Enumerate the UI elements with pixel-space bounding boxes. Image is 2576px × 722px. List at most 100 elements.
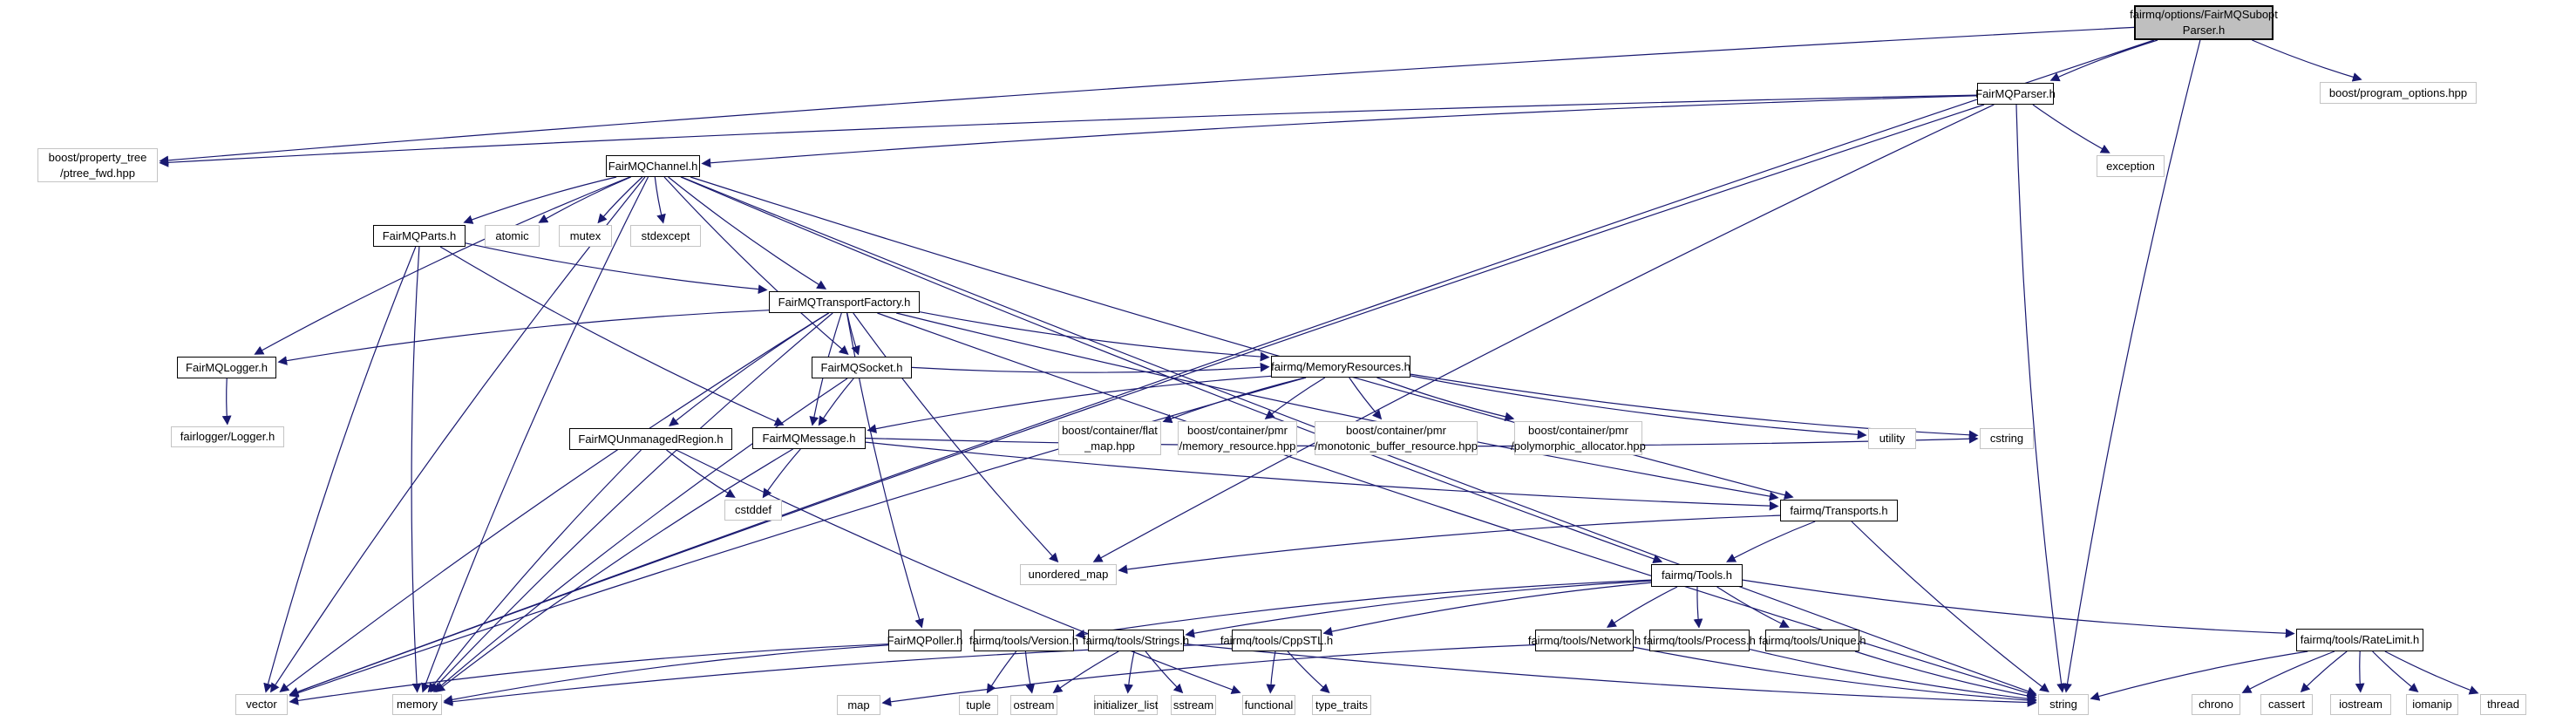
edge-unmanagedregion-to-cstddef: [666, 449, 736, 498]
edge-channel-to-vector: [270, 176, 646, 693]
edge-socket-to-memresources: [911, 362, 1270, 373]
edge-transportfactory-to-memresources: [919, 311, 1270, 362]
graph-node-initializer_list[interactable]: initializer_list: [1094, 695, 1158, 715]
graph-node-type_traits[interactable]: type_traits: [1312, 695, 1371, 715]
graph-node-mutex[interactable]: mutex: [559, 225, 612, 247]
edge-memresources-to-flat_map: [1162, 377, 1306, 424]
graph-node-iomanip[interactable]: iomanip: [2406, 694, 2458, 715]
graph-node-vector[interactable]: vector: [235, 694, 288, 715]
graph-node-unmanagedregion[interactable]: FairMQUnmanagedRegion.h: [569, 428, 732, 450]
edge-transportfactory-to-vector: [279, 312, 829, 692]
edge-tools-to-network: [1606, 586, 1678, 628]
edge-memresources-to-pmr_monotonic: [1349, 377, 1383, 420]
edge-tools-to-ratelimit: [1742, 579, 2295, 638]
edge-memresources-to-pmr_memory: [1264, 377, 1326, 419]
edge-parser-to-unordered_map: [1092, 104, 1995, 562]
edge-suboptparser-to-string: [2063, 39, 2201, 693]
edge-message-to-memory: [435, 448, 793, 692]
graph-node-cppstl[interactable]: fairmq/tools/CppSTL.h: [1220, 630, 1333, 651]
graph-node-utility[interactable]: utility: [1868, 428, 1916, 449]
edge-unmanagedregion-to-functional: [676, 449, 1241, 694]
graph-node-fairlogger[interactable]: fairlogger/Logger.h: [171, 426, 284, 447]
graph-node-flat_map[interactable]: boost/container/flat _map.hpp: [1058, 421, 1161, 455]
edge-tools-to-process: [1693, 586, 1703, 629]
graph-node-string[interactable]: string: [2038, 694, 2089, 715]
graph-node-functional[interactable]: functional: [1242, 695, 1295, 715]
edge-process-to-string: [1749, 649, 2037, 704]
graph-node-socket[interactable]: FairMQSocket.h: [812, 357, 912, 378]
edge-network-to-map: [881, 644, 1536, 707]
graph-node-exception[interactable]: exception: [2097, 155, 2165, 177]
edge-unique-to-string: [1854, 650, 2037, 701]
edge-tools-to-version: [1075, 579, 1652, 639]
graph-node-sstream[interactable]: sstream: [1171, 695, 1216, 715]
edge-channel-to-parts: [463, 176, 617, 224]
edge-transports-to-unordered_map: [1118, 514, 1781, 575]
edge-ratelimit-to-chrono: [2241, 650, 2335, 693]
edge-channel-to-atomic: [538, 176, 632, 223]
edge-parts-to-vector: [263, 246, 417, 693]
edge-suboptparser-to-vector: [289, 39, 2155, 697]
graph-node-channel[interactable]: FairMQChannel.h: [606, 155, 700, 177]
graph-node-logger[interactable]: FairMQLogger.h: [177, 357, 276, 378]
graph-node-transportfactory[interactable]: FairMQTransportFactory.h: [769, 291, 920, 313]
graph-node-memory[interactable]: memory: [392, 694, 442, 715]
graph-node-tuple[interactable]: tuple: [959, 695, 998, 715]
edge-transportfactory-to-unordered_map: [853, 312, 1059, 563]
graph-node-chrono[interactable]: chrono: [2192, 694, 2240, 715]
graph-node-thread[interactable]: thread: [2480, 694, 2526, 715]
edge-socket-to-message: [818, 378, 854, 426]
graph-node-pmr_monotonic[interactable]: boost/container/pmr /monotonic_buffer_re…: [1315, 421, 1478, 455]
graph-node-ostream[interactable]: ostream: [1010, 695, 1057, 715]
edge-unmanagedregion-to-memory: [427, 449, 642, 693]
graph-node-tools[interactable]: fairmq/Tools.h: [1651, 564, 1743, 587]
graph-node-pmr_poly[interactable]: boost/container/pmr /polymorphic_allocat…: [1511, 421, 1646, 455]
graph-node-cassert[interactable]: cassert: [2260, 694, 2313, 715]
edge-ratelimit-to-cassert: [2300, 650, 2348, 693]
edge-message-to-cstddef: [762, 448, 801, 499]
graph-node-network[interactable]: fairmq/tools/Network.h: [1528, 630, 1641, 651]
edge-strings-to-ostream: [1052, 650, 1119, 693]
graph-node-pmr_memory[interactable]: boost/container/pmr /memory_resource.hpp: [1178, 421, 1297, 455]
graph-node-process[interactable]: fairmq/tools/Process.h: [1643, 630, 1756, 651]
edge-parser-to-channel: [701, 95, 1978, 168]
edge-channel-to-memory: [421, 176, 649, 693]
graph-node-cstddef[interactable]: cstddef: [724, 500, 782, 521]
edge-channel-to-socket: [663, 176, 849, 356]
graph-node-transports[interactable]: fairmq/Transports.h: [1780, 500, 1898, 521]
edge-transportfactory-to-poller: [846, 312, 924, 629]
edge-transports-to-tools: [1726, 521, 1816, 562]
edge-ratelimit-to-thread: [2384, 650, 2479, 695]
graph-node-parts[interactable]: FairMQParts.h: [373, 225, 466, 247]
graph-node-message[interactable]: FairMQMessage.h: [752, 427, 866, 449]
edge-transportfactory-to-transports: [896, 312, 1779, 501]
graph-node-map[interactable]: map: [837, 695, 880, 715]
edge-channel-to-mutex: [597, 176, 643, 224]
edge-transportfactory-to-socket: [846, 312, 860, 356]
edge-poller-to-memory: [443, 644, 889, 705]
edge-parser-to-string: [2015, 104, 2066, 693]
graph-node-unordered_map[interactable]: unordered_map: [1020, 564, 1117, 585]
edge-channel-to-transportfactory: [668, 176, 827, 289]
edge-tools-to-cppstl: [1322, 582, 1652, 637]
edge-logger-to-fairlogger: [221, 378, 232, 426]
graph-node-program_options[interactable]: boost/program_options.hpp: [2320, 82, 2477, 104]
edge-ratelimit-to-iostream: [2355, 650, 2365, 693]
edge-suboptparser-to-parser: [2049, 39, 2158, 82]
graph-node-cstring[interactable]: cstring: [1980, 428, 2034, 449]
graph-node-poller[interactable]: FairMQPoller.h: [887, 630, 962, 651]
edge-transportfactory-to-logger: [277, 310, 770, 365]
graph-node-iostream[interactable]: iostream: [2330, 694, 2391, 715]
graph-node-unique[interactable]: fairmq/tools/Unique.h: [1759, 630, 1866, 651]
graph-node-stdexcept[interactable]: stdexcept: [630, 225, 701, 247]
graph-node-ptree_fwd[interactable]: boost/property_tree /ptree_fwd.hpp: [37, 148, 158, 182]
graph-node-version[interactable]: fairmq/tools/Version.h: [969, 630, 1078, 651]
edge-tools-to-unique: [1716, 586, 1790, 628]
graph-node-strings[interactable]: fairmq/tools/Strings.h: [1083, 630, 1189, 651]
graph-node-memresources[interactable]: fairmq/MemoryResources.h: [1271, 356, 1410, 378]
edge-transportfactory-to-memory: [430, 312, 833, 693]
graph-node-parser[interactable]: FairMQParser.h: [1975, 83, 2056, 105]
graph-node-ratelimit[interactable]: fairmq/tools/RateLimit.h: [2296, 629, 2423, 651]
graph-node-atomic[interactable]: atomic: [485, 225, 540, 247]
